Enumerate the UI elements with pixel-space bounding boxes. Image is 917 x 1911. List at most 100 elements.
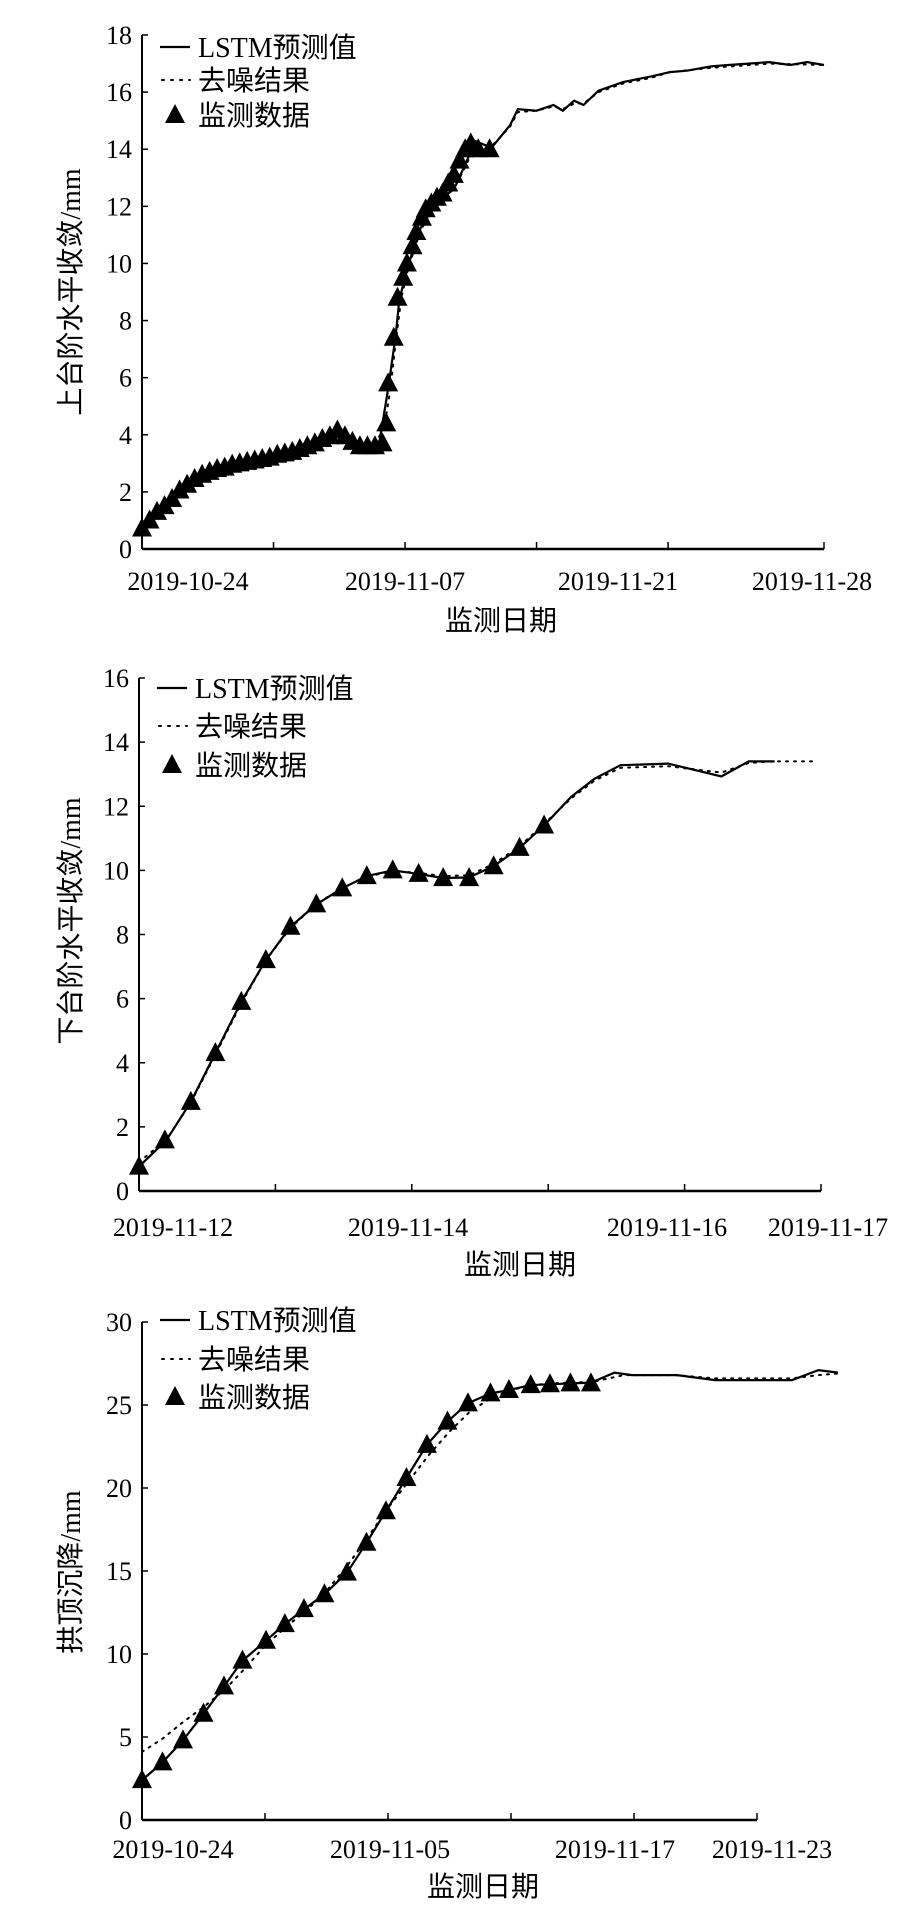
monitor-data-point [154, 1129, 175, 1149]
monitor-data-point [539, 1373, 560, 1393]
monitor-data-point [129, 1155, 149, 1175]
monitor-data-point [256, 1629, 277, 1649]
monitor-data-point [375, 1500, 396, 1520]
monitor-data-point [396, 252, 417, 272]
monitor-data-point [152, 1751, 173, 1771]
monitor-data-point [480, 1382, 501, 1402]
legend-label-denoise: 去噪结果 [195, 711, 307, 743]
y-tick-label: 8 [116, 921, 129, 950]
monitor-data-point [387, 286, 408, 306]
monitor-data-point [459, 867, 480, 887]
denoise-result-line [141, 1372, 839, 1753]
y-tick-label: 30 [106, 1308, 132, 1337]
chart-3: 0 5 10 15 20 25 30 2019-10-24 2019-11-05 2019-11-… [55, 1305, 839, 1903]
lstm-prediction-line [138, 760, 775, 1168]
monitor-data-point [396, 1467, 417, 1487]
y-tick-label: 12 [103, 792, 129, 821]
y-tick-label: 0 [119, 1806, 132, 1835]
y-tick-label: 20 [106, 1474, 132, 1503]
monitor-data-point [457, 1392, 478, 1412]
y-tick-label: 10 [103, 856, 129, 885]
x-tick-label: 2019-11-17 [768, 1213, 888, 1242]
monitor-data-point [382, 859, 403, 879]
y-tick-label: 14 [103, 728, 129, 757]
monitor-data-point [560, 1372, 581, 1392]
legend-triangle-icon [165, 104, 185, 123]
monitor-data-point [383, 326, 404, 346]
y-axis-label: 下台阶水平收敛/mm [55, 797, 87, 1045]
monitor-data-point [231, 990, 252, 1010]
x-axis-label: 监测日期 [445, 605, 557, 637]
monitor-data-point [416, 1433, 437, 1453]
x-axis-label: 监测日期 [427, 1871, 539, 1903]
monitor-data-point [274, 1613, 295, 1633]
monitor-data-point [205, 1042, 226, 1062]
x-tick-label: 2019-11-21 [558, 567, 678, 596]
monitor-data-point [402, 235, 423, 255]
x-tick-label: 2019-11-14 [348, 1213, 468, 1242]
legend-label-monitor: 监测数据 [195, 750, 307, 782]
monitor-data-point [479, 138, 500, 158]
y-tick-label: 10 [106, 249, 132, 278]
monitor-data-point [449, 149, 470, 169]
y-tick-label: 0 [116, 1177, 129, 1206]
x-tick-label: 2019-11-12 [113, 1213, 233, 1242]
y-tick-label: 6 [116, 985, 129, 1014]
y-axis-label: 上台阶水平收敛/mm [55, 168, 87, 416]
monitor-data-point [337, 1561, 357, 1581]
y-tick-label: 4 [119, 421, 132, 450]
monitor-data-point [293, 1598, 314, 1618]
monitor-data-point [432, 182, 453, 202]
monitor-data-point [393, 266, 414, 286]
y-tick-label: 15 [106, 1557, 132, 1586]
lstm-prediction-line [141, 1368, 839, 1782]
x-tick-label: 2019-11-16 [607, 1213, 727, 1242]
y-tick-label: 12 [106, 192, 132, 221]
monitor-data-point [378, 372, 399, 392]
monitor-data-point [408, 862, 429, 882]
chart-2: 0 2 4 6 8 10 12 14 16 2019-11-12 2019-11-14 2019-11… [55, 664, 888, 1281]
x-axis-label: 监测日期 [464, 1249, 576, 1281]
monitor-data-point [433, 867, 454, 887]
y-axis-label: 拱顶沉降/mm [55, 1490, 87, 1654]
monitor-data-point [509, 836, 530, 856]
legend-label-lstm: LSTM预测值 [198, 32, 357, 64]
y-tick-label: 6 [119, 364, 132, 393]
y-tick-label: 2 [119, 478, 132, 507]
denoise-result-line [138, 760, 818, 1164]
monitor-data-point [498, 1379, 519, 1399]
legend-triangle-icon [162, 754, 182, 773]
y-tick-label: 14 [106, 135, 132, 164]
monitor-data-point [443, 163, 464, 183]
monitor-data-point [372, 432, 393, 452]
monitor-data-point [193, 1702, 214, 1722]
x-tick-label: 2019-10-24 [112, 1835, 233, 1864]
legend-label-denoise: 去噪结果 [198, 1344, 310, 1376]
y-tick-label: 8 [119, 307, 132, 336]
monitor-data-point [356, 865, 377, 885]
y-tick-label: 5 [119, 1723, 132, 1752]
monitor-data-point [180, 1090, 201, 1110]
y-tick-label: 25 [106, 1391, 132, 1420]
y-tick-label: 16 [103, 664, 129, 693]
monitor-data-point [534, 814, 555, 834]
monitor-data-point [356, 1531, 377, 1551]
chart-1: 0 2 4 6 8 10 12 14 16 18 2019-10-24 2019-11-07 2019-… [55, 21, 872, 637]
y-tick-label: 0 [119, 535, 132, 564]
legend-label-monitor: 监测数据 [198, 1382, 310, 1414]
monitor-data-point [376, 412, 397, 432]
denoise-result-line [141, 62, 825, 529]
y-tick-label: 16 [106, 78, 132, 107]
monitor-data-point [173, 1729, 193, 1749]
monitor-data-point [314, 1583, 335, 1603]
x-tick-label: 2019-11-28 [752, 567, 872, 596]
y-tick-label: 4 [116, 1049, 129, 1078]
legend-label-lstm: LSTM预测值 [198, 1305, 357, 1337]
monitor-data-point [483, 855, 504, 875]
monitor-data-point [306, 893, 327, 913]
monitor-data-point [580, 1372, 601, 1392]
